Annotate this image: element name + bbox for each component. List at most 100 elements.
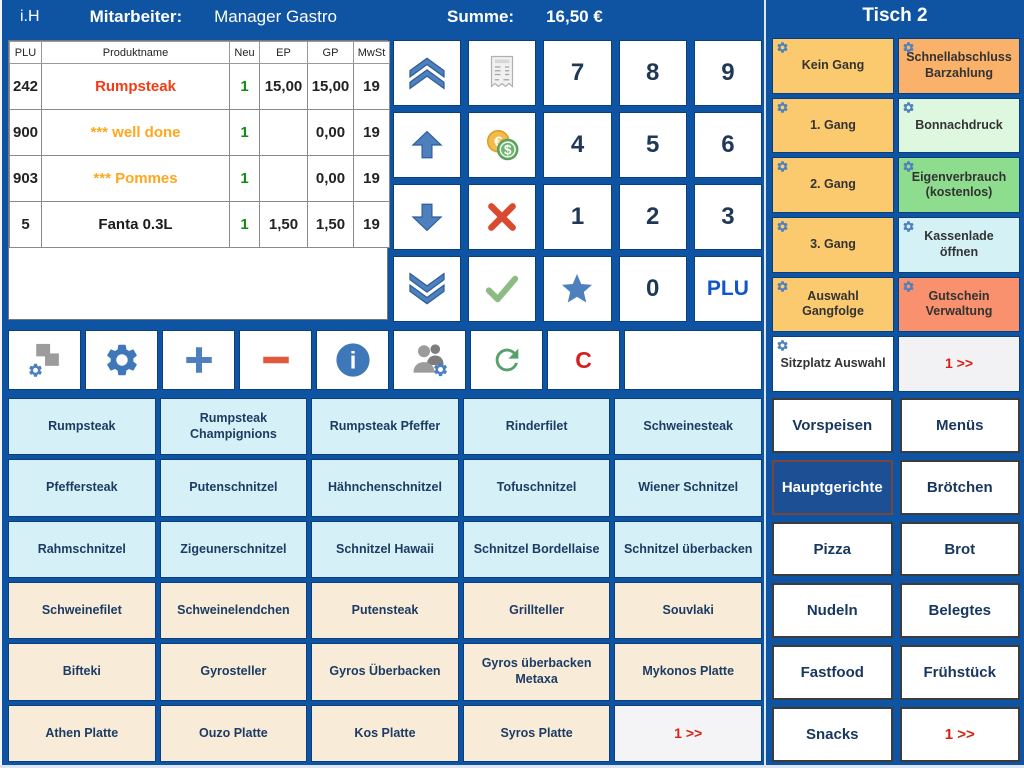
key-6[interactable]: 6 <box>693 112 762 178</box>
product-tile[interactable]: Schweinesteak <box>614 398 762 456</box>
key-1[interactable]: 1 <box>543 184 612 250</box>
order-row[interactable]: 900 *** well done 1 0,00 19 <box>9 109 390 156</box>
product-tile[interactable]: Syros Platte <box>462 704 611 762</box>
category-button-br-tchen[interactable]: Brötchen <box>899 459 1020 515</box>
category-label: Fastfood <box>800 664 864 682</box>
product-tile[interactable]: Rumpsteak Champignions <box>159 398 308 456</box>
key-0[interactable]: 0 <box>618 256 687 322</box>
product-tile[interactable]: Souvlaki <box>614 581 762 640</box>
settings-button[interactable] <box>85 330 158 390</box>
product-tile[interactable]: Pfeffersteak <box>8 459 156 517</box>
order-row[interactable]: 5 Fanta 0.3L 1 1,50 1,50 19 <box>9 201 390 248</box>
product-label: Gyrosteller <box>200 664 267 679</box>
scroll-top-button[interactable] <box>393 40 462 106</box>
info-button[interactable]: i <box>316 330 389 390</box>
product-tile[interactable]: Putensteak <box>311 581 459 640</box>
confirm-button[interactable] <box>468 256 537 322</box>
key-9[interactable]: 9 <box>693 40 762 106</box>
product-tile[interactable]: Rahmschnitzel <box>8 520 156 578</box>
product-tile[interactable]: Athen Platte <box>8 704 156 762</box>
key-3[interactable]: 3 <box>693 184 762 250</box>
category-button-brot[interactable]: Brot <box>899 521 1020 577</box>
function-button[interactable]: Gutschein Verwaltung <box>898 276 1020 333</box>
category-button-fastfood[interactable]: Fastfood <box>772 645 893 701</box>
product-tile[interactable]: Schweinelendchen <box>159 581 308 640</box>
receipt-button[interactable] <box>468 40 537 106</box>
key-5[interactable]: 5 <box>618 112 687 178</box>
order-total-cell: 1,50 <box>307 201 354 248</box>
key-6-label: 6 <box>721 131 735 158</box>
payment-button[interactable]: € $ <box>468 112 537 178</box>
staff-button[interactable] <box>393 330 466 390</box>
blank-button[interactable] <box>624 330 762 390</box>
product-tile[interactable]: Tofuschnitzel <box>462 459 611 517</box>
function-label: 3. Gang <box>810 237 856 252</box>
order-plu-cell: 242 <box>9 63 42 110</box>
scroll-up-button[interactable] <box>393 112 462 178</box>
key-2[interactable]: 2 <box>618 184 687 250</box>
function-button[interactable]: Kassenlade öffnen <box>898 217 1020 273</box>
scroll-down-button[interactable] <box>393 184 462 250</box>
function-button[interactable]: Eigenverbrauch (kostenlos) <box>898 157 1020 213</box>
function-button[interactable]: Schnellabschluss Barzahlung <box>898 38 1020 94</box>
function-button[interactable]: 2. Gang <box>772 157 894 213</box>
category-button-belegtes[interactable]: Belegtes <box>899 583 1020 639</box>
product-tile[interactable]: Schweinefilet <box>8 581 156 640</box>
favorites-button[interactable] <box>543 256 612 322</box>
category-button-snacks[interactable]: Snacks <box>772 707 893 762</box>
category-button-fr-hst-ck[interactable]: Frühstück <box>899 645 1020 701</box>
product-tile[interactable]: Wiener Schnitzel <box>614 459 762 517</box>
product-tile[interactable]: Schnitzel Hawaii <box>311 520 459 578</box>
product-tile[interactable]: Mykonos Platte <box>614 643 762 701</box>
plu-button[interactable]: PLU <box>693 256 762 322</box>
add-button[interactable] <box>162 330 235 390</box>
functions-pager-button[interactable]: 1 >> <box>898 336 1020 392</box>
function-button[interactable]: Auswahl Gangfolge <box>772 276 894 333</box>
product-tile[interactable]: Ouzo Platte <box>159 704 308 762</box>
product-tile[interactable]: Zigeunerschnitzel <box>159 520 308 578</box>
category-button-vorspeisen[interactable]: Vorspeisen <box>772 398 893 453</box>
order-row[interactable]: 903 *** Pommes 1 0,00 19 <box>9 155 390 202</box>
product-tile[interactable]: Gyros überbacken Metaxa <box>462 643 611 701</box>
product-tile[interactable]: Putenschnitzel <box>159 459 308 517</box>
category-button-men-s[interactable]: Menüs <box>899 398 1020 453</box>
product-tile[interactable]: Schnitzel Bordellaise <box>462 520 611 578</box>
product-tile[interactable]: Schnitzel überbacken <box>614 520 762 578</box>
key-8[interactable]: 8 <box>618 40 687 106</box>
product-tile[interactable]: Kos Platte <box>311 704 459 762</box>
key-4[interactable]: 4 <box>543 112 612 178</box>
layout-button[interactable] <box>8 330 81 390</box>
subtract-button[interactable] <box>239 330 312 390</box>
product-tile[interactable]: Rumpsteak Pfeffer <box>311 398 459 456</box>
categories-pager-button[interactable]: 1 >> <box>899 707 1020 762</box>
svg-text:$: $ <box>504 143 512 158</box>
product-tile[interactable]: Gyrosteller <box>159 643 308 701</box>
function-button[interactable]: 3. Gang <box>772 217 894 273</box>
order-qty-cell: 1 <box>229 109 260 156</box>
product-tile[interactable]: Grillteller <box>462 581 611 640</box>
clear-button[interactable]: C <box>547 330 620 390</box>
category-button-pizza[interactable]: Pizza <box>772 521 893 577</box>
product-tile[interactable]: Bifteki <box>8 643 156 701</box>
category-button-nudeln[interactable]: Nudeln <box>772 583 893 639</box>
scroll-bottom-button[interactable] <box>393 256 462 322</box>
order-row[interactable]: 242 Rumpsteak 1 15,00 15,00 19 <box>9 63 390 110</box>
reorder-button[interactable] <box>470 330 543 390</box>
plus-icon <box>181 342 217 378</box>
function-button[interactable]: Sitzplatz Auswahl <box>772 336 894 392</box>
function-button[interactable]: 1. Gang <box>772 97 894 154</box>
product-tile[interactable]: Rinderfilet <box>462 398 611 456</box>
status-bar: i.H Mitarbeiter: Manager Gastro Summe: 1… <box>2 0 764 33</box>
product-tile[interactable]: Hähnchenschnitzel <box>311 459 459 517</box>
category-button-hauptgerichte[interactable]: Hauptgerichte <box>772 459 893 515</box>
gear-icon <box>776 101 789 114</box>
products-pager-button[interactable]: 1 >> <box>614 704 762 762</box>
product-label: Putenschnitzel <box>189 480 278 495</box>
function-button[interactable]: Kein Gang <box>772 38 894 94</box>
product-tile[interactable]: Gyros Überbacken <box>311 643 459 701</box>
key-7[interactable]: 7 <box>543 40 612 106</box>
product-tile[interactable]: Rumpsteak <box>8 398 156 456</box>
void-button[interactable] <box>468 184 537 250</box>
product-label: Bifteki <box>62 664 101 679</box>
function-button[interactable]: Bonnachdruck <box>898 97 1020 154</box>
